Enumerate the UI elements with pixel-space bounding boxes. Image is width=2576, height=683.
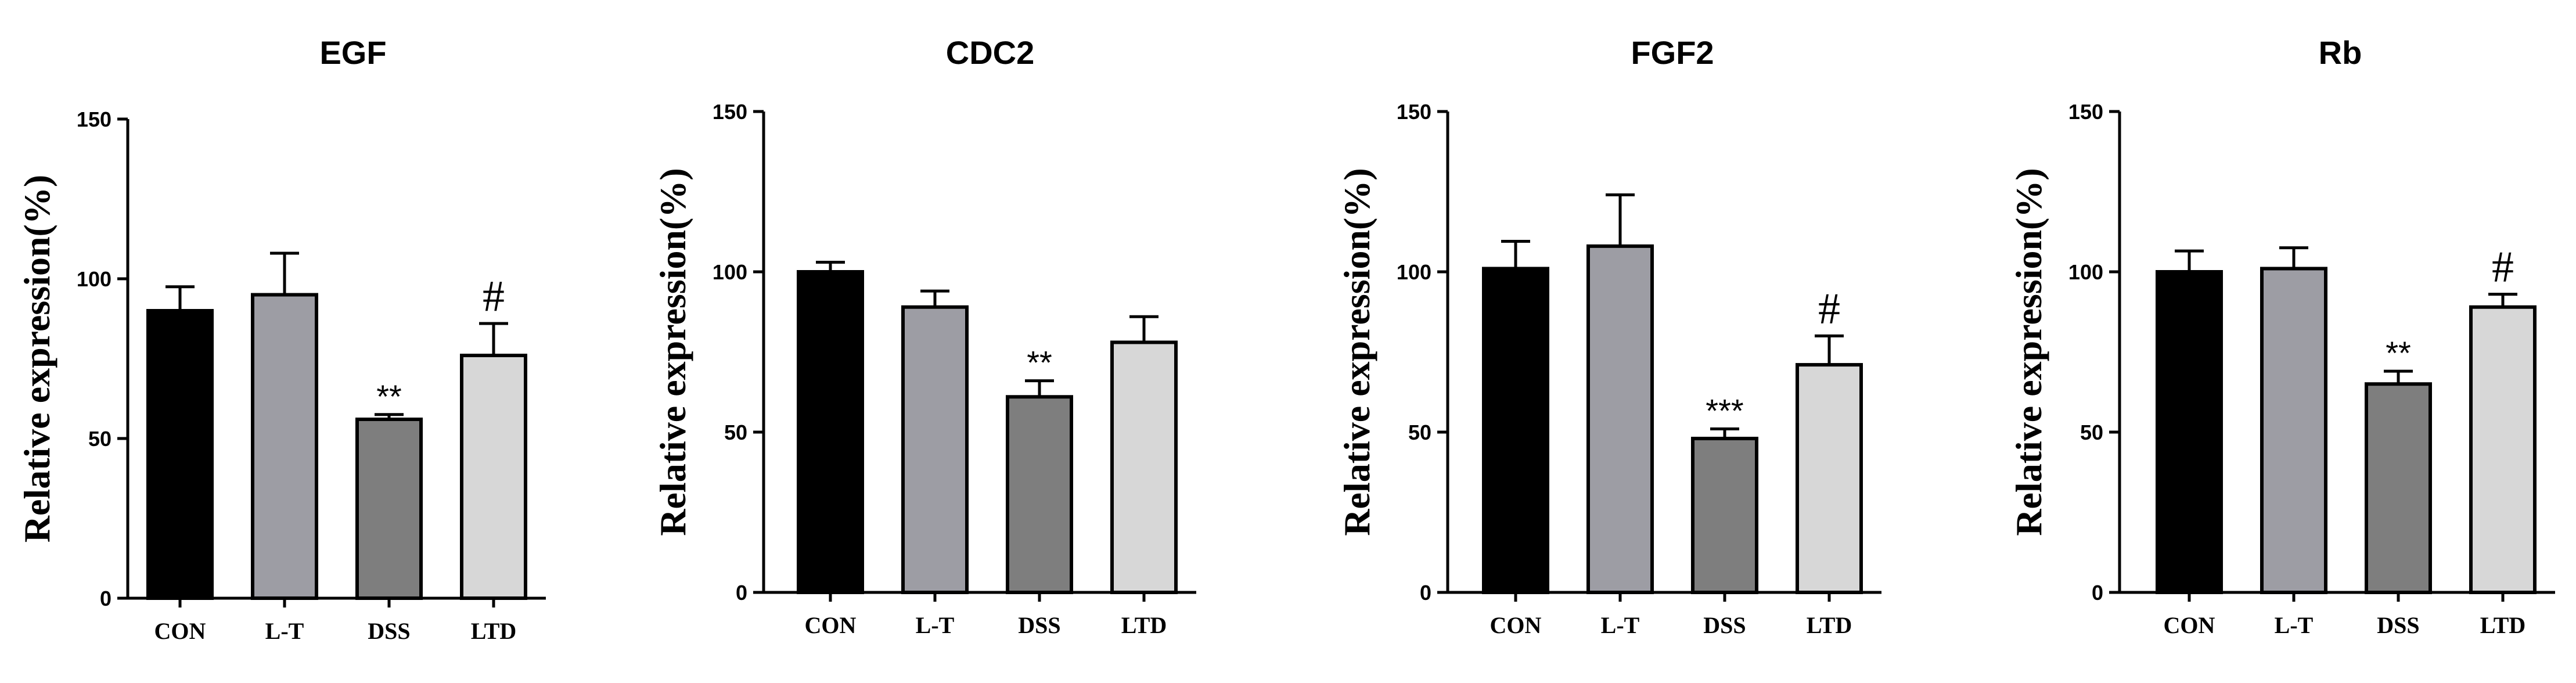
x-tick-label: CON <box>2164 612 2215 638</box>
chart-panel-cdc2: CDC2 Relative expression(%) 0 50 100 150 CON L-… <box>652 34 1196 638</box>
y-tick-label: 150 <box>2068 100 2103 124</box>
y-tick-label: 0 <box>2092 581 2103 605</box>
bar-dss <box>2365 382 2432 594</box>
y-tick-label: 100 <box>1397 260 1431 284</box>
y-tick-label: 0 <box>100 587 111 610</box>
bar-con <box>1482 267 1549 595</box>
x-tick-label: LTD <box>2480 612 2526 638</box>
y-tick-label: 50 <box>2080 420 2103 444</box>
significance-annotation: # <box>2492 243 2514 292</box>
significance-annotation: ** <box>376 378 402 415</box>
chart-panel-fgf2: FGF2 Relative expression(%) 0 50 100 150 CON L-… <box>1336 34 1881 638</box>
bar-con <box>146 309 214 600</box>
bar-dss <box>1691 437 1758 594</box>
y-axis-label: Relative expression(%) <box>1336 168 1377 535</box>
bar-ltd <box>460 354 527 600</box>
y-tick-label: 50 <box>1408 420 1431 444</box>
y-axis-label: Relative expression(%) <box>652 168 693 535</box>
x-tick-label: LTD <box>471 618 517 644</box>
chart-title: Rb <box>2319 34 2362 71</box>
y-tick-label: 150 <box>77 107 111 131</box>
x-tick-label: CON <box>154 618 206 644</box>
chart-title: CDC2 <box>946 34 1034 71</box>
y-axis-label: Relative expression(%) <box>2008 168 2049 535</box>
y-tick-label: 150 <box>713 100 747 124</box>
x-tick-label: CON <box>805 612 857 638</box>
y-tick-label: 100 <box>2068 260 2103 284</box>
chart-title: EGF <box>319 34 386 71</box>
significance-annotation: # <box>1818 284 1840 333</box>
bar-l-t <box>1586 244 1654 594</box>
y-tick-label: 50 <box>724 420 747 444</box>
chart-panel-egf: EGF Relative expression(%) 0 50 100 150 CON L-T… <box>16 34 546 644</box>
bar-dss <box>1006 395 1073 595</box>
y-tick-label: 0 <box>736 581 747 605</box>
chart-title: FGF2 <box>1631 34 1714 71</box>
bar-con <box>2156 270 2223 594</box>
chart-panel-rb: Rb Relative expression(%) 0 50 100 150 CON L-T D… <box>2008 34 2555 638</box>
y-tick-label: 100 <box>77 267 111 291</box>
bar-con <box>797 270 864 594</box>
x-tick-label: DSS <box>2377 612 2419 638</box>
x-tick-label: L-T <box>265 618 304 644</box>
bar-l-t <box>251 293 318 600</box>
bar-ltd <box>2469 305 2537 594</box>
significance-annotation: *** <box>1706 392 1743 429</box>
bar-ltd <box>1110 340 1178 594</box>
significance-annotation: ** <box>1027 344 1052 381</box>
bar-l-t <box>2260 267 2327 595</box>
y-tick-label: 150 <box>1397 100 1431 124</box>
x-tick-label: L-T <box>916 612 955 638</box>
significance-annotation: # <box>483 272 505 321</box>
y-tick-label: 0 <box>1420 581 1431 605</box>
x-tick-label: CON <box>1490 612 1542 638</box>
x-tick-label: LTD <box>1807 612 1852 638</box>
bar-l-t <box>901 305 969 594</box>
x-tick-label: DSS <box>1703 612 1746 638</box>
bar-ltd <box>1796 363 1863 595</box>
y-axis-label: Relative expression(%) <box>16 175 57 542</box>
x-tick-label: DSS <box>368 618 410 644</box>
x-tick-label: L-T <box>1601 612 1640 638</box>
x-tick-label: LTD <box>1121 612 1167 638</box>
x-tick-label: L-T <box>2275 612 2314 638</box>
y-tick-label: 100 <box>713 260 747 284</box>
significance-annotation: ** <box>2386 335 2411 371</box>
bar-dss <box>355 418 423 600</box>
x-tick-label: DSS <box>1018 612 1060 638</box>
y-tick-label: 50 <box>88 427 111 451</box>
